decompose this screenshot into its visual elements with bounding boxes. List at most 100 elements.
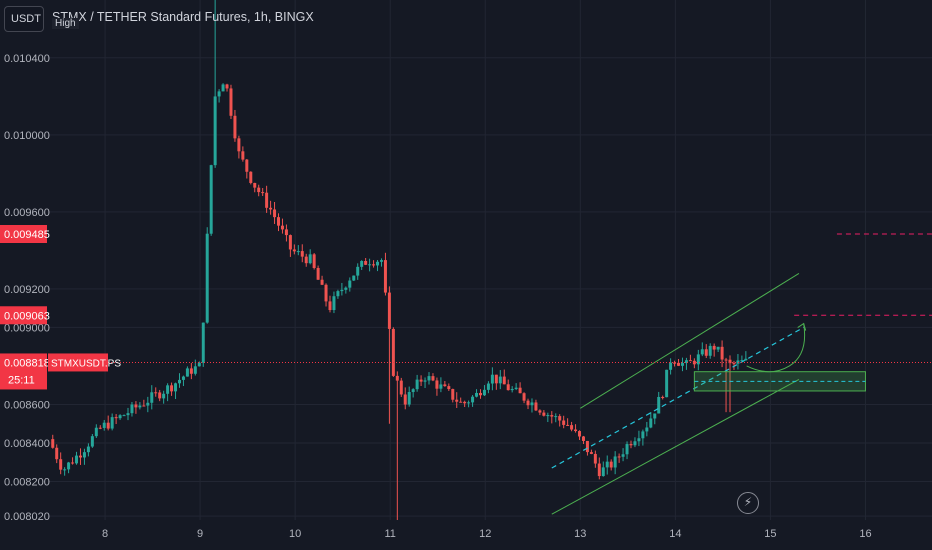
candle-body	[720, 346, 724, 360]
candle-body	[134, 404, 138, 408]
y-tick-label: 0.008400	[4, 438, 50, 450]
candle-body	[744, 358, 748, 361]
candle-body	[391, 328, 395, 376]
candle-body	[352, 275, 356, 281]
price-label-badge	[0, 306, 47, 325]
candle-body	[197, 362, 201, 367]
candle-body	[522, 393, 526, 401]
candle-body	[205, 233, 209, 323]
candle-body	[217, 91, 221, 97]
candle-body	[637, 438, 641, 442]
chart-title: STMX / TETHER Standard Futures, 1h, BING…	[52, 10, 314, 24]
x-tick-label: 8	[102, 528, 108, 540]
candle-body	[300, 251, 304, 257]
candle-body	[633, 441, 637, 446]
drawings[interactable]	[48, 233, 932, 515]
candle-body	[625, 444, 629, 455]
candle-body	[348, 280, 352, 288]
candle-body	[138, 405, 142, 408]
candle-body	[574, 429, 578, 432]
candle-body	[653, 413, 657, 419]
candle-body	[312, 254, 316, 268]
candle-body	[273, 209, 277, 218]
candle-body	[478, 392, 482, 396]
candle-body	[740, 360, 744, 362]
candle-body	[423, 380, 427, 382]
candle-body	[645, 427, 649, 432]
candle-body	[629, 444, 633, 446]
y-tick-label: 0.009200	[4, 284, 50, 296]
candle-body	[411, 389, 415, 393]
candle-body	[126, 413, 130, 416]
candle-body	[486, 383, 490, 390]
candle-body	[641, 431, 645, 439]
candle-body	[617, 456, 621, 458]
candle-body	[376, 261, 380, 266]
candle-body	[550, 415, 554, 417]
candle-body	[526, 400, 530, 406]
candle-body	[589, 452, 593, 454]
candle-body	[542, 412, 546, 416]
symbol-text: STMXUSDT.PS	[51, 358, 121, 369]
candle-body	[680, 363, 684, 366]
candle-body	[649, 418, 653, 428]
candle-body	[181, 376, 185, 380]
candle-body	[684, 360, 688, 364]
candle-body	[55, 447, 59, 460]
candle-body	[383, 260, 387, 293]
candle-body	[344, 287, 348, 290]
candle-body	[225, 84, 229, 89]
candle-body	[332, 296, 336, 311]
candle-body	[673, 362, 677, 364]
candle-body	[213, 96, 217, 166]
x-tick-label: 13	[574, 528, 586, 540]
candle-body	[403, 394, 407, 405]
candle-body	[704, 349, 708, 356]
price-axis[interactable]: 0.010400 0.010000 0.009600 0.009200 0.009000…	[4, 53, 50, 523]
lightning-icon[interactable]: ⚡	[737, 492, 759, 514]
candle-body	[257, 187, 261, 193]
candle-body	[605, 461, 609, 468]
candle-body	[122, 415, 126, 417]
projection-arrow	[746, 323, 806, 373]
candle-body	[534, 402, 538, 411]
channel-mid-dashed-line	[551, 326, 804, 469]
candle-body	[280, 225, 284, 230]
candle-body	[185, 368, 189, 377]
candle-body	[336, 291, 340, 297]
candle-body	[728, 359, 732, 364]
candle-body	[395, 375, 399, 381]
high-label: High	[52, 18, 79, 29]
candle-body	[98, 427, 102, 429]
candle-body	[677, 362, 681, 366]
candle-body	[154, 392, 158, 394]
candle-body	[166, 385, 170, 394]
candle-body	[609, 461, 613, 468]
candle-body	[546, 415, 550, 417]
candle-body	[59, 459, 63, 470]
candle-body	[356, 266, 360, 276]
candle-body	[407, 392, 411, 405]
candle-body	[233, 115, 237, 139]
candle-body	[360, 260, 364, 267]
candle-body	[162, 393, 166, 399]
x-tick-label: 9	[197, 528, 203, 540]
candle-body	[75, 455, 79, 464]
candle-body	[158, 392, 162, 399]
candle-body	[613, 456, 617, 468]
unit-button[interactable]: USDT	[4, 6, 44, 32]
y-tick-label: 0.010000	[4, 130, 50, 142]
candle-body	[463, 401, 467, 404]
candle-body	[67, 462, 71, 470]
candle-body	[570, 425, 574, 430]
candle-body	[459, 401, 463, 403]
channel-lower-line	[551, 378, 800, 515]
candle-body	[482, 389, 486, 396]
time-axis[interactable]: 8 9 10 11 12 13 14 15 16	[102, 528, 872, 540]
candle-body	[78, 455, 82, 458]
candle-body	[716, 346, 720, 350]
x-tick-label: 11	[384, 528, 395, 540]
candle-body	[435, 380, 439, 389]
